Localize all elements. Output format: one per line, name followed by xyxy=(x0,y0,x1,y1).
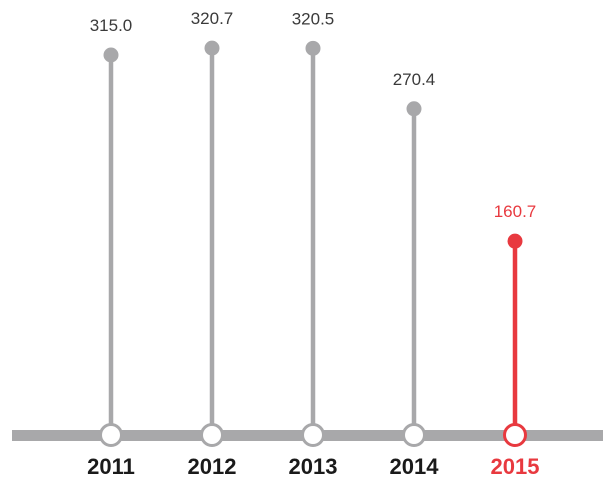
value-label-2013: 320.5 xyxy=(292,9,335,28)
year-label-2011: 2011 xyxy=(87,454,135,479)
value-label-2011: 315.0 xyxy=(90,16,133,35)
value-label-2012: 320.7 xyxy=(191,9,234,28)
data-point-2014 xyxy=(406,101,422,117)
year-label-2012: 2012 xyxy=(188,454,237,479)
axis-marker-2014 xyxy=(402,423,426,447)
data-point-2011 xyxy=(103,47,119,63)
data-point-2012 xyxy=(204,40,220,56)
data-point-2013 xyxy=(305,40,321,56)
axis-marker-2013 xyxy=(301,423,325,447)
year-label-2013: 2013 xyxy=(289,454,338,479)
value-label-2015: 160.7 xyxy=(494,202,537,221)
year-label-2014: 2014 xyxy=(390,454,440,479)
data-point-2015 xyxy=(507,233,523,249)
year-label-2015: 2015 xyxy=(491,454,540,479)
axis-marker-2012 xyxy=(200,423,224,447)
axis-marker-2015 xyxy=(503,423,527,447)
axis-marker-2011 xyxy=(99,423,123,447)
value-label-2014: 270.4 xyxy=(393,70,436,89)
